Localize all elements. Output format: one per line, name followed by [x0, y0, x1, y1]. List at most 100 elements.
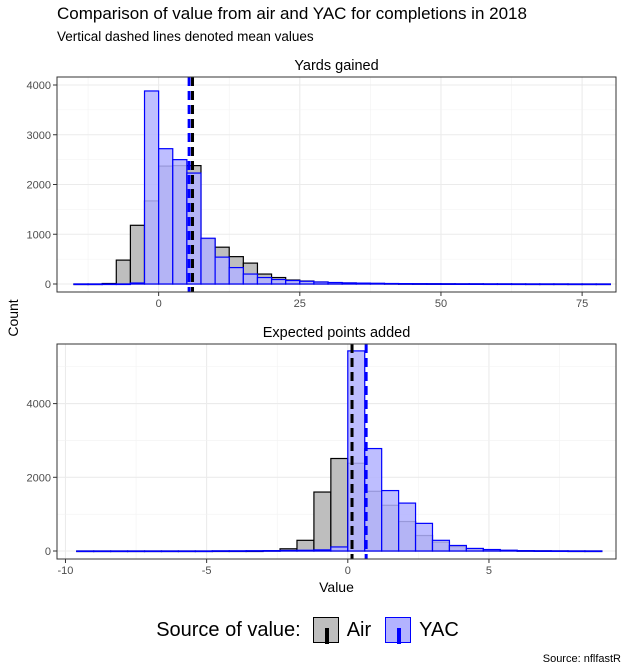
- epa-x-tick-label: -10: [58, 565, 74, 577]
- epa-yac-bar: [584, 550, 603, 553]
- yards-x-tick-labels: 0 25 50 75: [156, 292, 588, 310]
- yards-yac-bar: [101, 283, 117, 286]
- yards-yac-bar: [115, 283, 132, 286]
- epa-yac-bar: [177, 550, 196, 553]
- epa-yac-bar: [567, 550, 586, 553]
- epa-x-tick-labels: -10 -5 0 5: [58, 559, 492, 577]
- epa-air-bars: [76, 457, 603, 553]
- yards-yac-bar: [172, 159, 188, 285]
- yards-x-tick-label: 75: [576, 298, 588, 310]
- epa-yac-bar: [381, 489, 400, 552]
- yards-yac-bar: [454, 283, 470, 285]
- yards-mean-lines: [187, 77, 195, 292]
- yards-yac-bar: [412, 283, 428, 285]
- epa-yac-bar: [93, 550, 112, 553]
- epa-y-tick-labels: 0 2000 4000: [27, 399, 57, 558]
- yards-yac-bar: [256, 276, 273, 285]
- yards-y-tick-label: 3000: [27, 130, 51, 142]
- yards-yac-bar: [214, 256, 230, 285]
- yards-yac-bar: [242, 273, 259, 285]
- yards-yac-bar: [383, 282, 400, 285]
- yards-yac-bar: [129, 282, 146, 285]
- panel-title-yards-gained: Yards gained: [294, 58, 378, 74]
- yards-yac-bar: [595, 283, 611, 286]
- epa-yac-bar: [482, 548, 501, 552]
- epa-yac-bar: [143, 550, 163, 553]
- yards-y-tick-label: 2000: [27, 180, 51, 192]
- legend-item-yac: YAC: [385, 617, 459, 644]
- legend-label-air: Air: [346, 618, 372, 641]
- epa-yac-bar: [499, 549, 518, 552]
- epa-yac-bar: [313, 549, 332, 552]
- epa-yac-bar: [279, 549, 298, 552]
- yards-yac-bar: [398, 283, 414, 285]
- chart-subtitle: Vertical dashed lines denoted mean value…: [57, 29, 314, 44]
- yards-yac-bar: [539, 283, 555, 286]
- epa-x-tick-label: 5: [486, 565, 492, 577]
- yards-yac-bar: [87, 283, 103, 286]
- epa-yac-bar: [262, 550, 281, 552]
- yards-yac-bar: [341, 282, 357, 285]
- yards-x-tick-label: 25: [294, 298, 306, 310]
- panel-title-epa: Expected points added: [263, 325, 411, 341]
- epa-yac-bar: [245, 550, 264, 552]
- yards-yac-bar: [299, 280, 315, 285]
- legend-key-air: [312, 617, 339, 644]
- yards-yac-bar: [270, 278, 287, 285]
- epa-yac-bar: [110, 550, 129, 553]
- yards-yac-bar: [468, 283, 484, 285]
- yards-y-tick-label: 4000: [27, 80, 51, 92]
- legend-key-yac: [385, 617, 412, 644]
- epa-yac-bar: [550, 550, 569, 552]
- epa-yac-bar: [126, 550, 146, 553]
- yards-yac-bar: [440, 283, 456, 285]
- epa-air-bar: [313, 491, 332, 552]
- chart-title: Comparison of value from air and YAC for…: [57, 4, 527, 23]
- yards-y-tick-labels: 0 1000 2000 3000 4000: [27, 80, 57, 291]
- epa-yac-bar: [448, 544, 467, 552]
- epa-yac-bar: [533, 550, 552, 552]
- yards-x-tick-label: 0: [156, 298, 162, 310]
- epa-yac-bar: [414, 522, 434, 552]
- yards-yac-bar: [482, 283, 499, 286]
- x-axis-title: Value: [319, 579, 354, 595]
- panel-yards-gained: Yards gained 0 1000 2000 3000 4000 0 25 50 75: [27, 54, 617, 310]
- yards-yac-bar: [369, 282, 386, 285]
- epa-yac-bar: [228, 550, 247, 552]
- epa-y-tick-label: 0: [45, 546, 51, 558]
- epa-air-bar: [296, 539, 315, 552]
- yards-yac-bar: [426, 283, 442, 285]
- source-caption: Source: nflfastR: [542, 653, 621, 665]
- yards-yac-bar: [327, 281, 343, 285]
- panel-expected-points-added: Expected points added 0 2000 4000 -10 -5 0 5: [27, 325, 617, 577]
- epa-mean-lines: [350, 344, 368, 559]
- epa-yac-bar: [431, 539, 451, 552]
- yards-yac-bar: [525, 283, 541, 286]
- yards-yac-bar: [355, 282, 371, 285]
- epa-y-tick-label: 4000: [27, 399, 51, 411]
- epa-yac-bar: [516, 550, 535, 552]
- epa-x-tick-label: 0: [345, 565, 351, 577]
- yards-yac-bar: [567, 283, 583, 286]
- yards-yac-bar: [510, 283, 527, 286]
- epa-air-bar: [330, 457, 349, 552]
- yards-x-tick-label: 50: [435, 298, 447, 310]
- epa-x-tick-label: -5: [202, 565, 212, 577]
- legend: Source of value: Air YAC: [0, 612, 629, 648]
- legend-title: Source of value:: [156, 618, 301, 641]
- yards-yac-bars: [73, 90, 611, 286]
- yards-yac-bar: [313, 281, 329, 285]
- legend-label-yac: YAC: [419, 618, 459, 641]
- yards-yac-bar: [73, 283, 89, 286]
- epa-y-tick-label: 2000: [27, 472, 51, 484]
- epa-yac-bar: [330, 546, 349, 552]
- yards-yac-bar: [285, 279, 301, 285]
- y-axis-title: Count: [5, 299, 21, 336]
- yards-air-bar: [129, 224, 146, 285]
- epa-yac-bar: [465, 547, 484, 552]
- legend-item-air: Air: [312, 617, 372, 644]
- yards-yac-bar: [158, 148, 174, 285]
- yards-yac-bar: [200, 237, 216, 285]
- epa-yac-bar: [347, 350, 366, 552]
